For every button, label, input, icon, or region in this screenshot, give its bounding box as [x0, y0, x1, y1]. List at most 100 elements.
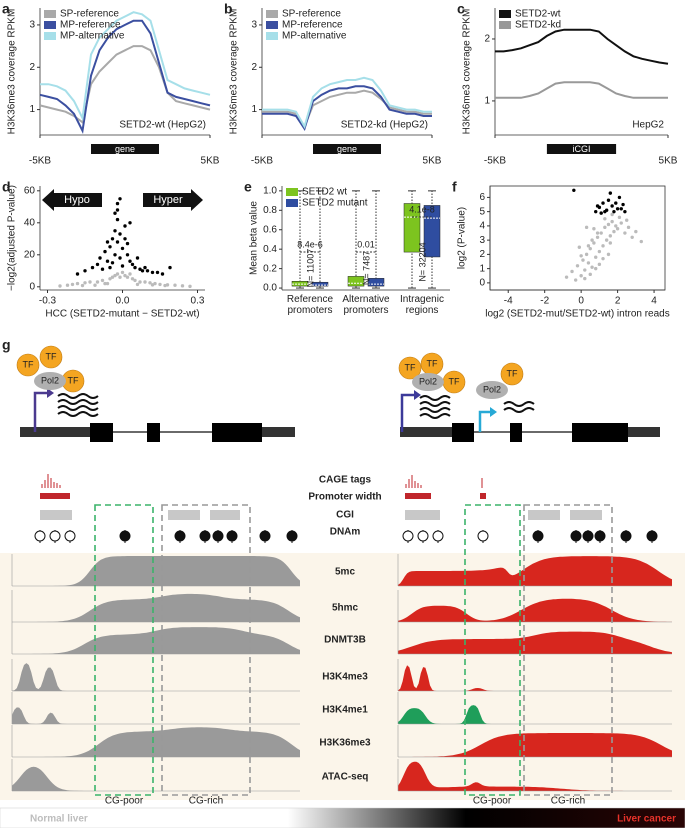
point — [595, 231, 600, 235]
track-label: ATAC-seq — [322, 772, 369, 783]
region-box — [546, 144, 617, 154]
arrow-label: Hyper — [153, 194, 183, 206]
transcript — [419, 413, 451, 419]
point — [623, 231, 627, 235]
point — [623, 209, 627, 214]
legend-label: MP-alternative — [60, 31, 125, 42]
dnam — [646, 530, 658, 542]
point — [599, 231, 603, 235]
point — [148, 281, 152, 285]
utr — [400, 427, 452, 437]
point — [135, 282, 140, 287]
panel-letter: g — [2, 337, 11, 353]
dnam — [226, 530, 238, 542]
track-label: H3K36me3 — [319, 738, 371, 749]
point — [105, 240, 110, 244]
tf-label: TF — [405, 362, 416, 372]
y-tick-label: 2 — [479, 249, 485, 260]
point — [619, 221, 623, 225]
dnam — [64, 530, 76, 542]
point — [125, 275, 130, 279]
tf — [500, 362, 524, 386]
point — [612, 209, 616, 214]
point — [153, 281, 157, 286]
pol2 — [476, 381, 508, 399]
point — [120, 264, 125, 268]
line-series — [39, 45, 211, 125]
point — [75, 272, 80, 276]
y-axis-label: H3K36me3 coverage RPKM — [462, 9, 473, 135]
arrow — [42, 189, 102, 211]
point — [143, 265, 147, 270]
x-tick-label: -5KB — [251, 156, 274, 167]
point — [118, 275, 122, 279]
point — [601, 256, 605, 261]
point — [98, 256, 102, 260]
point — [105, 281, 110, 286]
point — [58, 284, 62, 288]
point — [586, 244, 591, 248]
legend-label: MP-reference — [60, 20, 121, 31]
x-tick-label: 5KB — [659, 156, 678, 167]
point — [584, 252, 589, 257]
point — [100, 267, 105, 271]
y-tick-label: 0.8 — [263, 205, 277, 216]
point — [130, 262, 135, 267]
region-outline — [523, 504, 613, 796]
transcript — [419, 407, 451, 413]
tf-label: TF — [46, 351, 57, 361]
point — [619, 207, 623, 211]
line-series — [262, 89, 432, 129]
point — [108, 265, 112, 270]
y-tick-label: 1.0 — [263, 186, 277, 197]
point — [588, 272, 592, 277]
dnam — [570, 530, 582, 542]
dnam — [259, 530, 271, 542]
exon — [452, 423, 474, 442]
dnam — [620, 530, 632, 542]
region-outline — [94, 504, 154, 796]
point — [614, 201, 618, 205]
x-tick-label: -0.3 — [39, 296, 57, 307]
legend-swatch — [266, 32, 278, 40]
point — [65, 283, 70, 287]
signal-track — [12, 556, 300, 586]
y-axis-label: Mean beta value — [249, 201, 260, 275]
x-tick-label: 5KB — [423, 156, 442, 167]
cgi — [570, 510, 602, 520]
point — [75, 281, 80, 286]
tf — [16, 353, 40, 377]
point — [150, 270, 155, 275]
region-outline — [161, 504, 251, 796]
y-tick-label: 1 — [484, 96, 490, 107]
panel-letter: b — [224, 1, 233, 17]
point — [592, 241, 596, 245]
point — [594, 255, 598, 259]
y-tick-label: 3 — [479, 235, 485, 246]
x-tick-label: -5KB — [29, 156, 52, 167]
y-tick-label: 1 — [251, 104, 257, 115]
x-tick-label: -2 — [540, 296, 549, 307]
point — [108, 277, 112, 281]
box — [311, 281, 329, 287]
point — [115, 217, 120, 222]
legend-swatch — [499, 10, 511, 18]
exon — [510, 423, 522, 442]
point — [595, 235, 600, 239]
point — [128, 272, 132, 276]
transcript — [419, 395, 451, 401]
point — [604, 238, 609, 242]
point — [105, 259, 110, 263]
point — [95, 280, 100, 284]
signal-track — [398, 761, 672, 791]
x-tick-label: -5KB — [484, 156, 507, 167]
y-tick-label: 0 — [479, 278, 485, 289]
point — [103, 249, 107, 254]
line-series — [495, 81, 668, 99]
point — [110, 275, 115, 279]
point — [634, 229, 638, 234]
legend-swatch — [286, 199, 298, 207]
point — [118, 232, 122, 236]
point — [113, 211, 117, 215]
